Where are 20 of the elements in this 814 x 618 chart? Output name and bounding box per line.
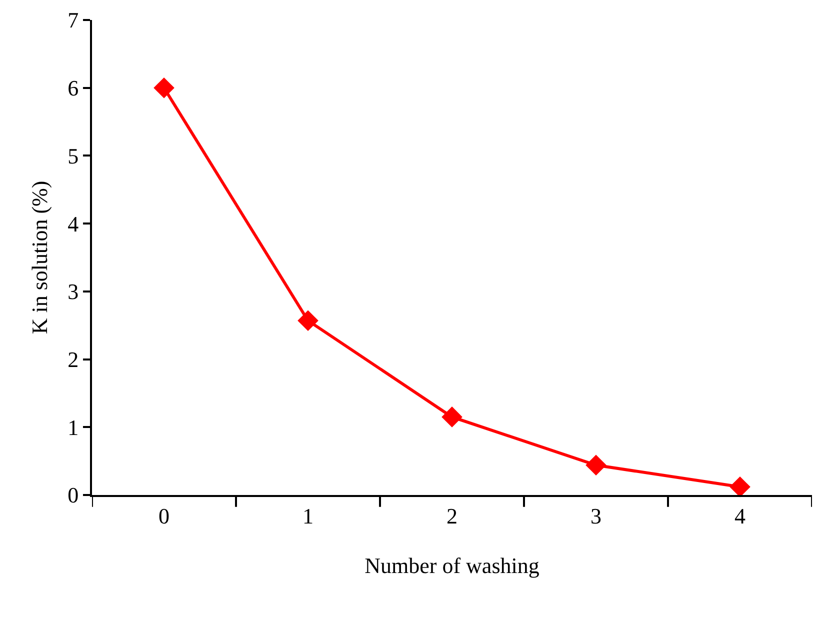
y-tick-label: 4 [68, 211, 79, 236]
x-tick-label: 3 [590, 503, 602, 528]
x-tick-label: 0 [158, 503, 170, 528]
y-tick-label: 2 [68, 346, 79, 372]
y-tick-label: 1 [68, 414, 79, 440]
y-tick-label: 5 [68, 143, 79, 168]
point [730, 476, 750, 498]
x-tick-label: 1 [302, 503, 314, 528]
y-tick-label: 6 [68, 76, 79, 101]
y-tick-label: 0 [68, 482, 79, 508]
x-tick-label: 4 [734, 503, 746, 528]
y-axis-title: K in solution (%) [26, 180, 52, 334]
x-tick-label: 2 [446, 503, 458, 528]
point [586, 454, 606, 476]
point [442, 406, 462, 428]
y-tick-label: 3 [68, 279, 79, 304]
point [154, 77, 174, 98]
point [298, 310, 318, 332]
x-axis-title: Number of washing [364, 552, 540, 578]
y-tick-label: 7 [68, 8, 79, 33]
